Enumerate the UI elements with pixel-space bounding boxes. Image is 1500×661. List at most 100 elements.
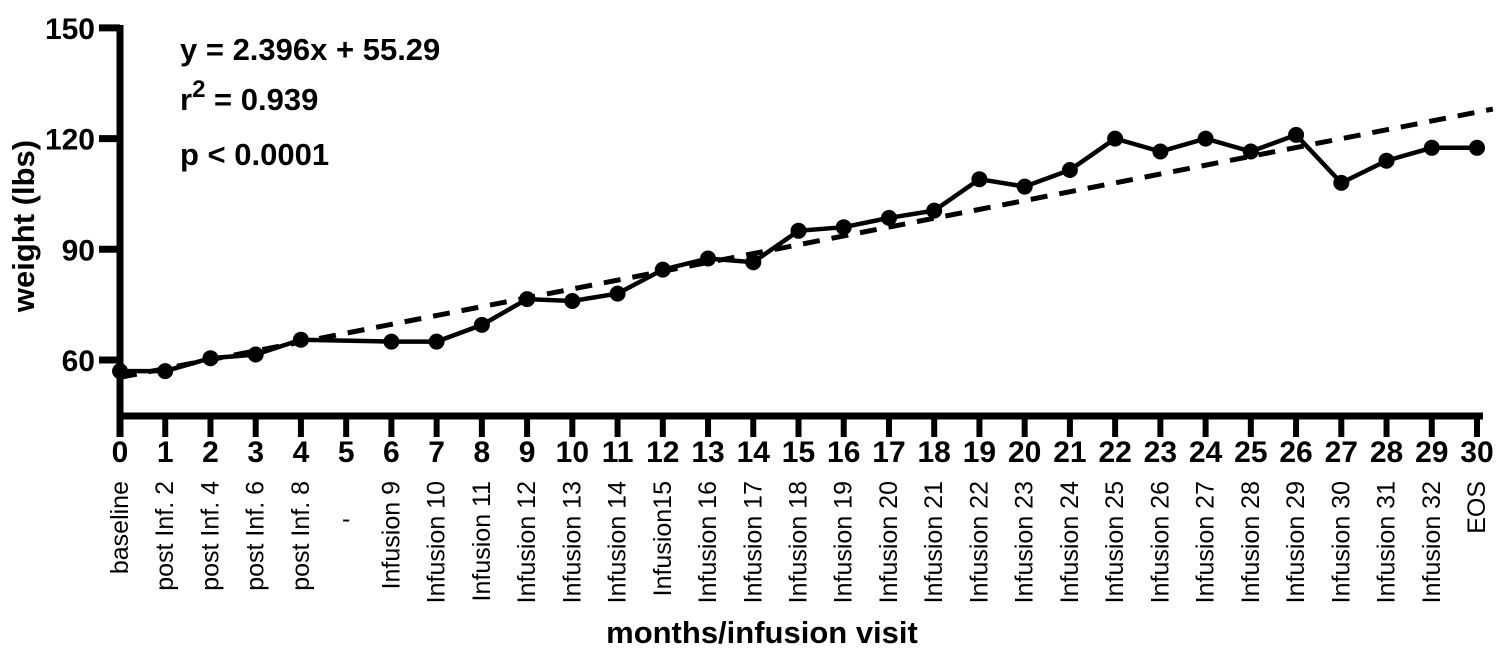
- x-axis-sublabel: Infusion 26: [1146, 481, 1174, 603]
- x-axis-sublabel: Infusion 32: [1418, 481, 1446, 603]
- x-tick-label: 3: [247, 436, 264, 469]
- x-axis-title: months/infusion visit: [606, 615, 918, 650]
- x-tick-label: 2: [202, 436, 219, 469]
- data-point: [1107, 130, 1124, 147]
- x-axis-sublabel: Infusion 22: [965, 481, 993, 603]
- y-tick-label: 150: [45, 13, 95, 46]
- data-point: [428, 333, 445, 350]
- data-point: [1061, 162, 1078, 178]
- data-point: [609, 285, 626, 302]
- x-axis-sublabel: Infusion 21: [920, 481, 948, 603]
- data-point: [1152, 143, 1169, 160]
- data-point: [835, 219, 852, 236]
- x-tick-label: 12: [646, 436, 679, 469]
- y-axis-title: weight (lbs): [6, 140, 41, 313]
- x-axis-sublabel: Infusion 20: [875, 481, 903, 603]
- data-point: [1469, 139, 1485, 156]
- p-value-label: p < 0.0001: [180, 137, 329, 172]
- x-axis-sublabel: post Inf. 4: [196, 481, 224, 591]
- x-tick-label: 15: [782, 436, 815, 469]
- data-point: [745, 254, 762, 271]
- data-point: [1378, 152, 1395, 169]
- data-point: [1423, 139, 1440, 156]
- x-axis-sublabel: baseline: [106, 481, 134, 574]
- x-tick-label: 1: [157, 436, 174, 469]
- data-point: [202, 350, 219, 367]
- axes: 150 120 90 60 0 baseline 1 post Inf. 2 2 post Inf…: [45, 13, 1494, 603]
- y-tick-label: 60: [62, 345, 95, 378]
- series-line: [120, 132, 1477, 374]
- data-point: [926, 202, 943, 219]
- x-axis-sublabel: Infusion 9: [377, 481, 405, 589]
- x-axis-sublabel: Infusion 30: [1327, 481, 1355, 603]
- x-axis-sublabel: Infusion 17: [739, 481, 767, 603]
- x-tick-label: 6: [383, 436, 400, 469]
- data-point: [881, 209, 897, 226]
- data-point: [292, 331, 309, 348]
- x-axis-sublabel: Infusion 27: [1192, 481, 1220, 603]
- x-axis-sublabel: post Inf. 2: [151, 481, 179, 591]
- x-tick-label: 9: [519, 436, 536, 469]
- x-tick-label: 27: [1325, 436, 1358, 469]
- x-axis-sublabel: Infusion 19: [830, 481, 858, 603]
- trend-line: [119, 106, 1494, 380]
- data-point: [654, 261, 671, 278]
- x-tick-label: 26: [1279, 436, 1312, 469]
- x-tick-label: 22: [1098, 436, 1131, 469]
- x-tick-label: 17: [872, 436, 905, 469]
- x-axis-sublabel: Infusion 31: [1373, 481, 1401, 603]
- x-axis-sublabel: Infusion 23: [1011, 481, 1039, 603]
- data-point: [790, 222, 807, 239]
- x-tick-label: 0: [112, 436, 129, 469]
- x-axis-sublabel: Infusion 18: [784, 481, 812, 603]
- data-point: [1197, 130, 1214, 147]
- x-tick-label: 16: [827, 436, 860, 469]
- x-axis-sublabel: post Inf. 8: [287, 481, 315, 591]
- x-axis-sublabel: post Inf. 6: [242, 481, 270, 591]
- y-tick-label: 90: [62, 234, 95, 267]
- x-axis-sublabel: Infusion 24: [1056, 481, 1084, 603]
- x-tick-label: 13: [691, 436, 724, 469]
- data-point: [1242, 143, 1259, 160]
- x-axis-sublabel: Infusion15: [649, 481, 677, 596]
- data-point: [247, 346, 264, 363]
- x-tick-label: 23: [1144, 436, 1177, 469]
- x-tick-label: 20: [1008, 436, 1041, 469]
- data-point: [112, 363, 128, 380]
- x-axis-sublabel: -: [342, 505, 350, 533]
- data-point: [971, 171, 988, 188]
- data-point: [383, 333, 400, 350]
- data-point: [1333, 174, 1350, 191]
- x-axis-sublabel: Infusion 14: [604, 481, 632, 603]
- x-axis-sublabel: Infusion 28: [1237, 481, 1265, 603]
- x-tick-label: 29: [1415, 436, 1448, 469]
- x-tick-label: 8: [474, 436, 491, 469]
- x-tick-label: 5: [338, 436, 355, 469]
- x-axis-sublabel: EOS: [1463, 481, 1491, 534]
- x-axis-sublabel: Infusion 11: [468, 481, 496, 601]
- data-point: [519, 291, 536, 308]
- data-point: [1288, 126, 1305, 143]
- regression-equation-label: y = 2.396x + 55.29: [180, 32, 440, 67]
- x-tick-label: 10: [556, 436, 589, 469]
- x-tick-label: 4: [293, 436, 310, 469]
- x-axis-sublabel: Infusion 25: [1101, 481, 1129, 603]
- x-axis-sublabel: Infusion 13: [558, 481, 586, 603]
- x-tick-label: 24: [1189, 436, 1223, 469]
- x-tick-label: 21: [1053, 436, 1086, 469]
- data-series: [112, 106, 1494, 380]
- x-tick-label: 30: [1460, 436, 1493, 469]
- data-point: [564, 293, 581, 309]
- x-tick-label: 14: [737, 436, 771, 469]
- x-tick-label: 11: [602, 436, 634, 469]
- x-axis-sublabel: Infusion 10: [423, 481, 451, 603]
- x-tick-label: 18: [918, 436, 951, 469]
- r-squared-label: r2 = 0.939: [180, 76, 318, 117]
- x-tick-label: 19: [963, 436, 996, 469]
- x-axis-sublabel: Infusion 16: [694, 481, 722, 603]
- x-tick-label: 28: [1370, 436, 1403, 469]
- data-point: [473, 316, 490, 333]
- x-axis-sublabel: Infusion 29: [1282, 481, 1310, 603]
